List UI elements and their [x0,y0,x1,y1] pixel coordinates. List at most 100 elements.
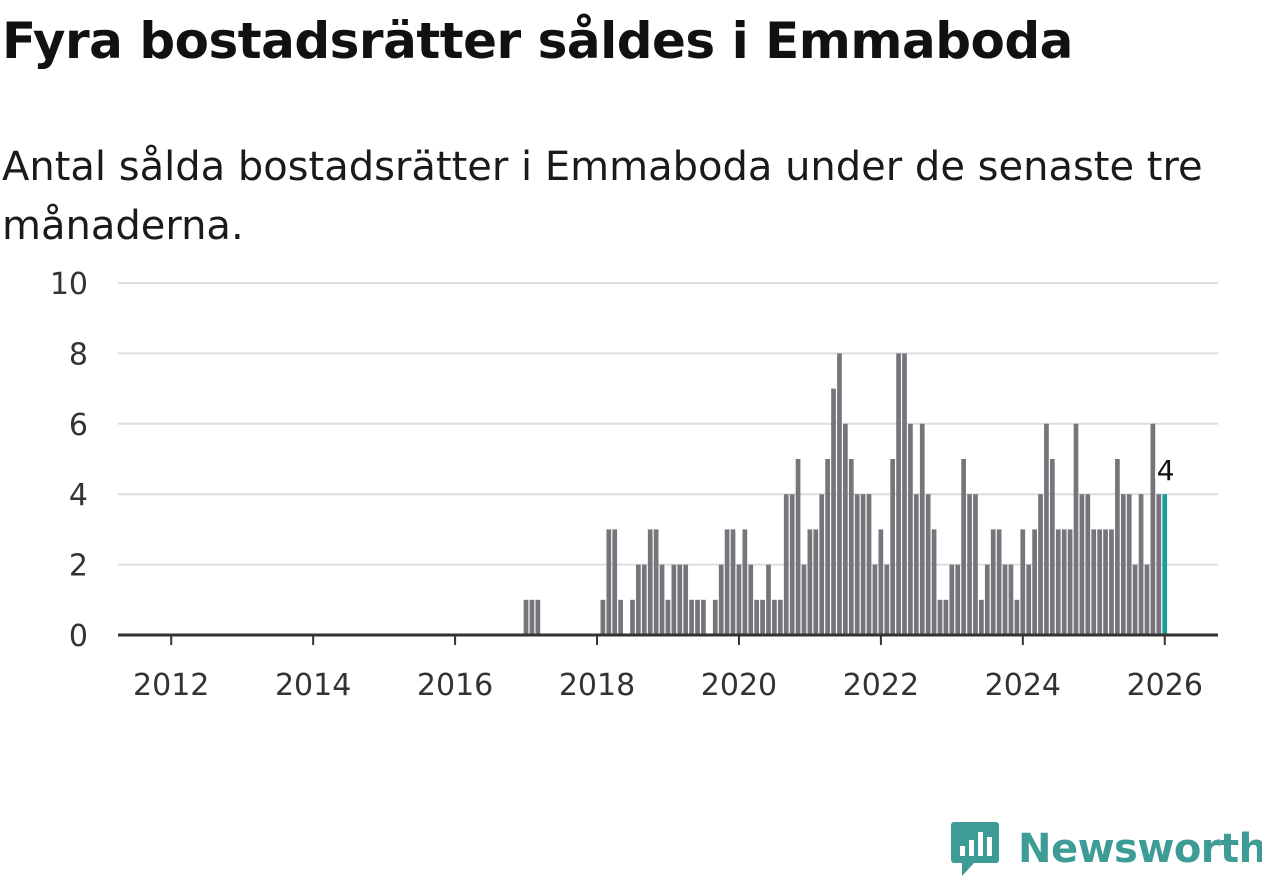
y-tick-label: 10 [50,267,88,302]
bar [890,459,896,635]
bar [1115,459,1120,635]
bar [878,529,884,635]
chart-subtitle: Antal sålda bostadsrätter i Emmaboda und… [2,144,1203,249]
bar [973,494,978,635]
x-tick-label: 2020 [701,668,777,703]
bar [1097,529,1103,635]
bar [671,564,677,635]
bar [777,599,783,635]
bar [665,599,671,635]
bar [659,564,665,635]
x-tick-label: 2024 [985,668,1061,703]
bar [949,564,955,635]
bar [896,353,901,635]
bar [760,599,765,635]
bar [783,494,789,635]
bar [990,529,996,635]
bar [813,529,819,635]
bar [647,529,653,635]
bar [795,459,801,635]
bar-chart: 0 2 4 6 8 10 2012 2014 2016 2018 2020 2022 2024 2026 4 [50,267,1218,703]
bar [1020,529,1026,635]
bar [807,529,813,635]
bar [819,494,825,635]
bar [937,599,943,635]
bar [848,459,854,635]
bar [902,353,907,635]
bar [801,564,807,635]
bar [1156,494,1162,635]
bar [606,529,612,635]
bar [1026,564,1032,635]
x-tick-label: 2018 [559,668,635,703]
bar [1038,494,1043,635]
bar [831,388,836,635]
bar [872,564,878,635]
highlight-bar [1162,494,1168,635]
y-tick-label: 2 [69,549,88,584]
bar [630,599,635,635]
bar [860,494,866,635]
bar [908,423,913,635]
bar [742,529,748,635]
bar [1044,423,1049,635]
bar [955,564,961,635]
bar [1032,529,1037,635]
bar [1109,529,1114,635]
bar [766,564,771,635]
bar [1132,564,1138,635]
chart-title: Fyra bostadsrätter såldes i Emmaboda [2,12,1073,70]
bar [884,564,890,635]
y-tick-label: 6 [69,408,88,443]
bar [724,529,730,635]
bar [961,459,966,635]
bar [825,459,830,635]
bar [979,599,984,635]
bar [701,599,706,635]
bar [1126,494,1132,635]
bar [618,599,623,635]
bar [1055,529,1061,635]
bar [718,564,724,635]
bar [1091,529,1097,635]
bar [683,564,689,635]
bar [689,599,694,635]
newsworthy-logo[interactable]: Newsworthy [950,820,1262,878]
bar [913,494,919,635]
bar [612,529,618,635]
y-tick-label: 4 [69,478,88,513]
bar [967,494,972,635]
bar [535,599,541,635]
newsworthy-logo-icon [951,822,999,876]
bar [1008,564,1014,635]
bar [996,529,1002,635]
bar [854,494,860,635]
bar [931,529,937,635]
bar [600,599,606,635]
bar [1014,599,1020,635]
x-tick-label: 2014 [275,668,351,703]
bar [653,529,659,635]
bar [925,494,931,635]
bar [1061,529,1067,635]
bar [1067,529,1073,635]
bar [984,564,990,635]
bar [730,529,736,635]
bar [843,423,848,635]
bar [1079,494,1085,635]
x-tick-label: 2022 [843,668,919,703]
x-tick-label: 2012 [133,668,209,703]
bar [1120,494,1126,635]
bar [1002,564,1008,635]
x-tick-label: 2016 [417,668,493,703]
bar [695,599,700,635]
bar [789,494,795,635]
bar [1049,459,1055,635]
y-tick-label: 8 [69,337,88,372]
bar [636,564,641,635]
bar [919,423,925,635]
bar [523,599,529,635]
bar [943,599,949,635]
bar [677,564,683,635]
bar [837,353,842,635]
